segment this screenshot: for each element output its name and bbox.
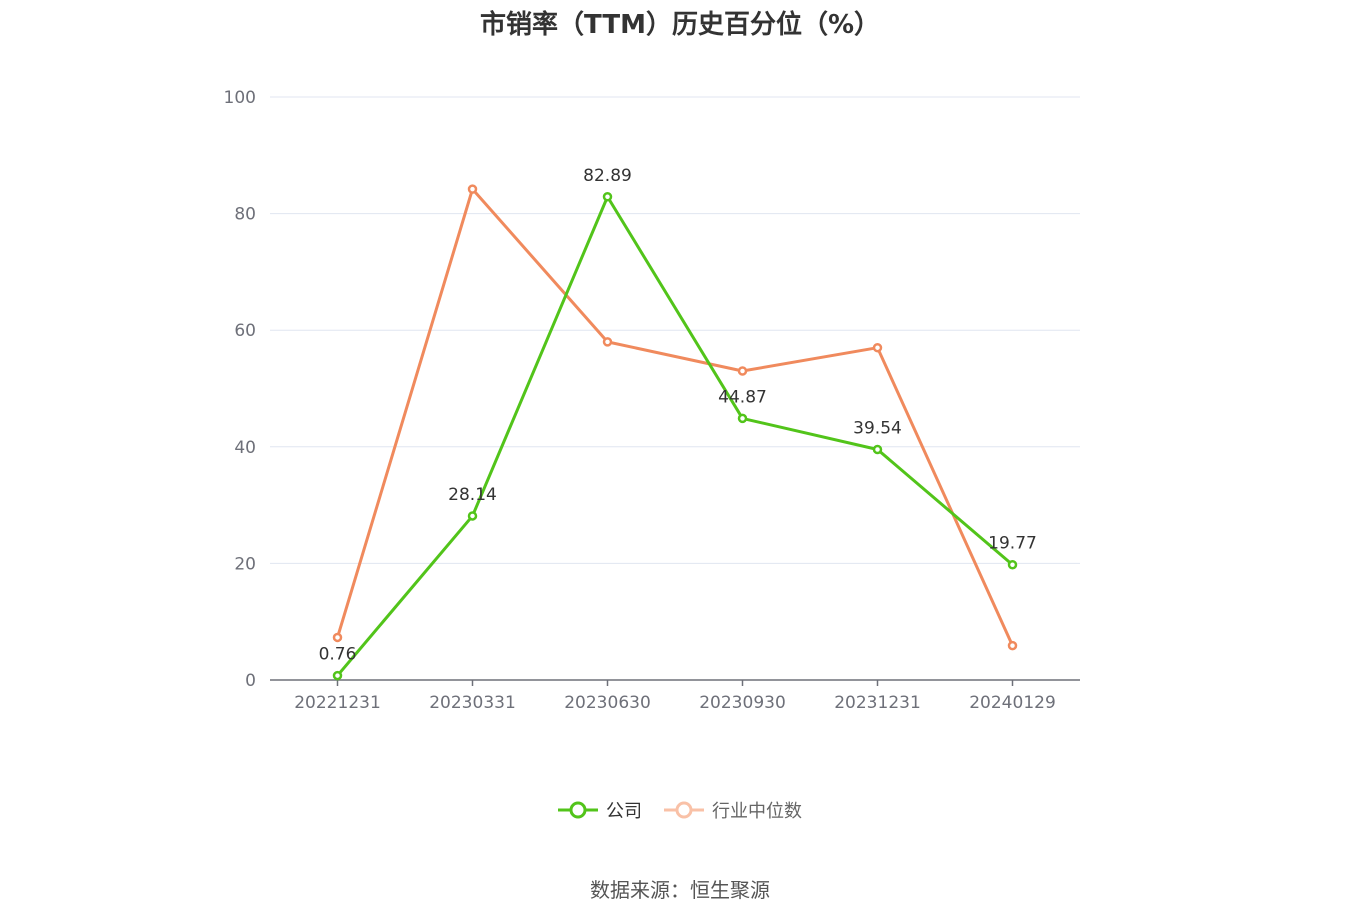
y-tick-label: 20: [234, 554, 256, 574]
data-label: 19.77: [988, 534, 1037, 554]
data-point: [737, 413, 748, 424]
data-point: [332, 632, 343, 643]
y-tick-label: 100: [224, 88, 256, 108]
x-tick-label: 20230630: [564, 693, 651, 713]
series-line-1: [336, 187, 1014, 647]
legend-item-company[interactable]: 公司: [558, 796, 642, 824]
data-point: [737, 366, 748, 376]
data-label: 44.87: [718, 387, 767, 407]
data-label: 0.76: [319, 645, 357, 665]
legend-label-industry: 行业中位数: [712, 801, 802, 822]
x-tick-label: 20231231: [834, 693, 921, 713]
x-tick-label: 20221231: [294, 693, 381, 713]
data-labels: 0.76 28.14 82.89 44.87 39.54 19.77: [319, 166, 1037, 665]
data-point: [602, 192, 613, 202]
chart-title: 市销率（TTM）历史百分位（%）: [480, 10, 880, 40]
y-tick-label: 0: [245, 671, 256, 691]
y-tick-label: 40: [234, 438, 256, 458]
data-point: [467, 511, 478, 521]
series-line-0: [336, 195, 1014, 677]
data-point: [602, 337, 613, 347]
legend-item-industry[interactable]: 行业中位数: [664, 796, 802, 824]
data-point: [332, 670, 343, 681]
data-point: [872, 342, 883, 353]
y-tick-label: 80: [234, 205, 256, 225]
y-axis-ticks: 0 20 40 60 80 100: [224, 88, 256, 691]
legend: 公司 行业中位数: [0, 796, 1360, 824]
data-source: 数据来源：恒生聚源: [590, 878, 770, 902]
x-tick-label: 20230930: [699, 693, 786, 713]
grid-lines: [270, 96, 1080, 564]
legend-marker-industry-icon: [664, 801, 704, 819]
data-point: [1007, 559, 1018, 570]
data-label: 39.54: [853, 418, 902, 438]
data-label: 82.89: [583, 166, 632, 186]
data-label: 28.14: [448, 485, 497, 505]
data-point: [1007, 640, 1018, 651]
legend-marker-company-icon: [558, 801, 598, 819]
data-point: [872, 444, 883, 455]
legend-label-company: 公司: [606, 801, 642, 822]
series-layer: [332, 184, 1018, 681]
x-tick-label: 20240129: [969, 693, 1056, 713]
data-point: [467, 184, 478, 194]
y-tick-label: 60: [234, 321, 256, 341]
x-axis: 20221231 20230331 20230630 20230930 20231231…: [270, 679, 1080, 713]
x-tick-label: 20230331: [429, 693, 516, 713]
